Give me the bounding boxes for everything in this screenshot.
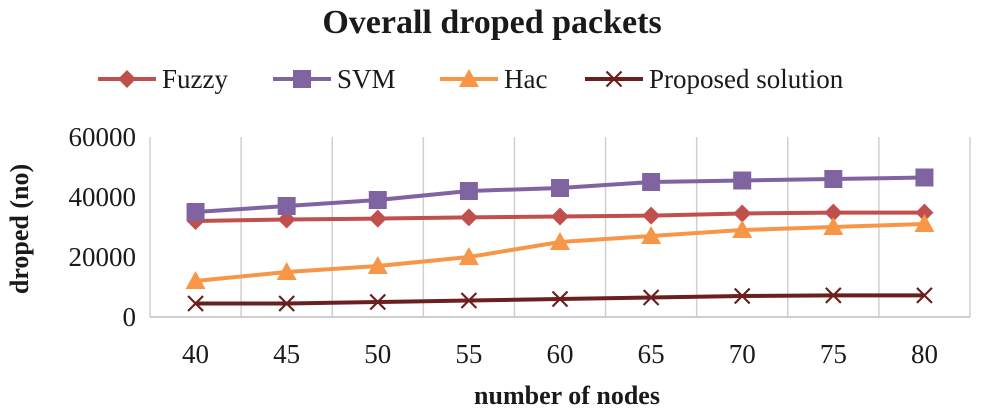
- gridlines: [149, 137, 971, 317]
- x-tick-label: 55: [455, 339, 482, 369]
- legend-marker-svm: [293, 70, 311, 88]
- data-point-svm: [277, 197, 296, 215]
- x-tick-label: 45: [273, 339, 300, 369]
- data-point-hac: [367, 256, 388, 274]
- series-hac: [185, 214, 935, 289]
- x-axis-ticks: 40 45 50 55 60 65 70 75 80: [182, 339, 938, 369]
- data-point-fuzzy: [642, 206, 661, 225]
- data-point-hac: [185, 271, 206, 289]
- legend-marker-fuzzy: [118, 70, 136, 88]
- data-point-fuzzy: [551, 207, 569, 226]
- series-group: [185, 168, 935, 312]
- x-tick-label: 50: [364, 339, 391, 369]
- data-point-hac: [458, 247, 479, 265]
- y-tick-label: 20000: [69, 242, 137, 272]
- series-fuzzy: [186, 203, 934, 230]
- chart-title: Overall droped packets: [322, 4, 661, 41]
- y-axis-title: droped (no): [5, 164, 34, 294]
- legend-marker-hac: [459, 69, 479, 87]
- data-point-proposed-solution: [733, 287, 751, 305]
- data-point-proposed-solution: [369, 293, 387, 311]
- data-point-svm: [642, 173, 661, 191]
- data-point-proposed-solution: [460, 292, 478, 309]
- data-point-proposed-solution: [916, 287, 933, 304]
- data-point-proposed-solution: [825, 287, 842, 304]
- x-tick-label: 80: [911, 339, 938, 369]
- legend-label: Hac: [504, 64, 547, 94]
- y-axis-ticks: 0 20000 40000 60000: [69, 122, 137, 332]
- data-point-svm: [824, 170, 843, 188]
- x-tick-label: 70: [729, 339, 756, 369]
- legend-label: SVM: [337, 64, 396, 94]
- x-tick-label: 40: [182, 339, 209, 369]
- x-tick-label: 60: [547, 339, 574, 369]
- data-point-fuzzy: [824, 203, 843, 222]
- data-point-fuzzy: [368, 209, 387, 228]
- data-point-fuzzy: [915, 203, 934, 222]
- data-point-svm: [915, 168, 934, 187]
- data-point-proposed-solution: [278, 295, 295, 312]
- data-point-hac: [550, 232, 570, 250]
- y-tick-label: 40000: [69, 182, 137, 212]
- legend-item-fuzzy: Fuzzy: [98, 64, 228, 94]
- legend: Fuzzy SVM Hac Proposed solution: [98, 64, 844, 94]
- legend-marker-proposed-solution: [605, 70, 623, 88]
- data-point-svm: [551, 179, 569, 197]
- series-proposed-solution: [187, 287, 933, 312]
- y-tick-label: 0: [123, 302, 137, 332]
- legend-item-svm: SVM: [273, 64, 396, 94]
- data-point-hac: [641, 226, 662, 244]
- legend-label: Fuzzy: [162, 64, 228, 94]
- x-axis-title: number of nodes: [474, 381, 660, 410]
- data-point-hac: [732, 220, 753, 238]
- legend-label: Proposed solution: [649, 64, 844, 94]
- data-point-proposed-solution: [642, 289, 660, 306]
- data-point-hac: [276, 262, 297, 280]
- data-point-proposed-solution: [187, 295, 204, 312]
- data-point-svm: [368, 191, 387, 209]
- data-point-hac: [914, 214, 935, 232]
- data-point-fuzzy: [733, 204, 752, 223]
- data-point-proposed-solution: [551, 290, 569, 308]
- legend-item-proposed-solution: Proposed solution: [585, 64, 844, 94]
- x-tick-label: 75: [820, 339, 847, 369]
- data-point-fuzzy: [459, 208, 478, 227]
- series-svm: [186, 168, 934, 221]
- data-point-svm: [186, 203, 205, 221]
- legend-item-hac: Hac: [440, 64, 547, 94]
- y-tick-label: 60000: [69, 122, 137, 152]
- x-tick-label: 65: [638, 339, 665, 369]
- data-point-hac: [823, 217, 844, 235]
- data-point-svm: [459, 182, 478, 200]
- data-point-svm: [733, 171, 752, 190]
